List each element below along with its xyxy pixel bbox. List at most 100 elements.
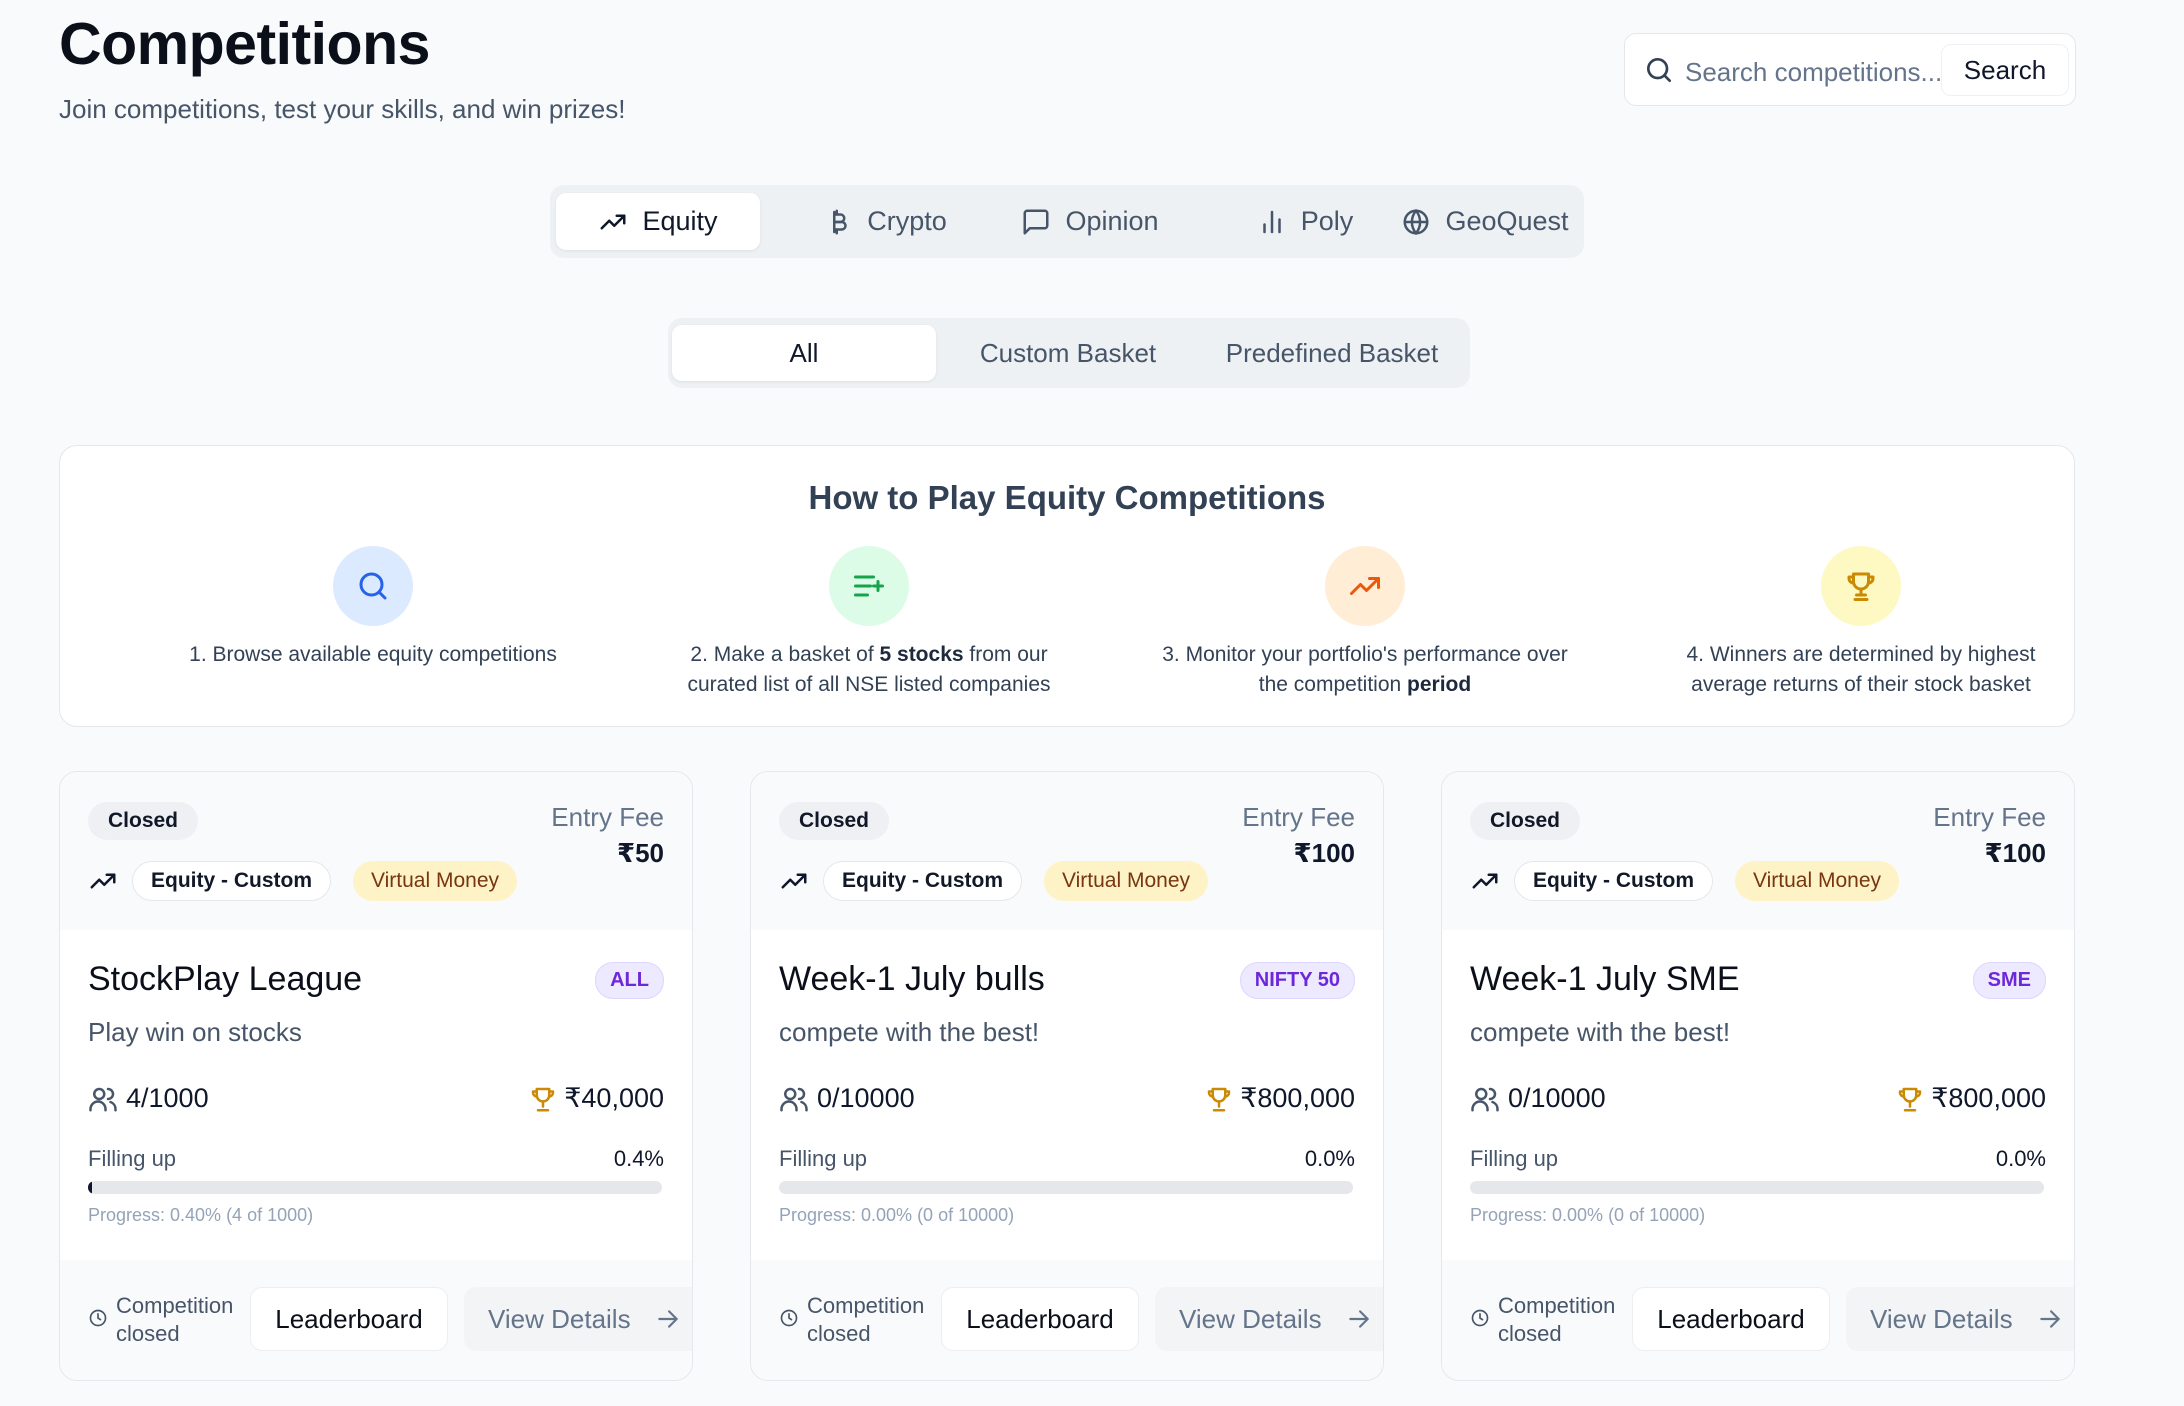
trending-up-icon bbox=[1350, 577, 1380, 595]
prize-pool: ₹800,000 bbox=[1895, 1083, 2046, 1114]
type-badge: Equity - Custom bbox=[823, 861, 1022, 901]
arrow-right-icon bbox=[657, 1310, 678, 1328]
search-box: Search bbox=[1624, 33, 2076, 106]
competition-closed-text: Competition closed bbox=[116, 1293, 234, 1346]
step-4-text: 4. Winners are determined by highest aver… bbox=[1686, 643, 2036, 696]
step-4-icon-bg bbox=[1821, 546, 1901, 626]
trending-up-icon bbox=[781, 873, 807, 889]
tab-poly[interactable]: Poly bbox=[1210, 193, 1400, 250]
competition-description: compete with the best! bbox=[1470, 1017, 1731, 1047]
prize-value: ₹40,000 bbox=[564, 1083, 664, 1113]
step-3-text: 3. Monitor your portfolio's performance … bbox=[1162, 643, 1568, 696]
view-details-button[interactable]: View Details bbox=[1155, 1287, 1383, 1351]
progress-text: Progress: 0.40% (4 of 1000) bbox=[88, 1205, 314, 1225]
view-details-button[interactable]: View Details bbox=[1846, 1287, 2074, 1351]
step-4: 4. Winners are determined by highest aver… bbox=[1611, 546, 2111, 700]
competition-card: Closed Equity - Custom Virtual Money Ent… bbox=[1441, 771, 2075, 1381]
step-1-text: 1. Browse available equity competitions bbox=[189, 643, 557, 666]
progress-text: Progress: 0.00% (0 of 10000) bbox=[779, 1205, 1015, 1225]
competition-name: Week-1 July bulls bbox=[779, 960, 1045, 998]
card-header bbox=[1442, 772, 2074, 930]
step-2-icon-bg bbox=[829, 546, 909, 626]
trophy-icon bbox=[531, 1087, 555, 1111]
prize-pool: ₹40,000 bbox=[528, 1083, 664, 1114]
tab-geoquest-label: GeoQuest bbox=[1445, 206, 1569, 236]
fill-label: Filling up bbox=[779, 1146, 868, 1171]
competition-card: Closed Equity - Custom Virtual Money Ent… bbox=[59, 771, 693, 1381]
leaderboard-button[interactable]: Leaderboard bbox=[250, 1287, 448, 1351]
bar-chart-icon bbox=[1262, 210, 1281, 233]
step-3: 3. Monitor your portfolio's performance … bbox=[1115, 546, 1615, 700]
tab-equity[interactable]: Equity bbox=[556, 193, 760, 250]
entry-fee-label: Entry Fee bbox=[1933, 802, 2046, 832]
tab-opinion-label: Opinion bbox=[1065, 206, 1159, 236]
subtab-custom-basket[interactable]: Custom Basket bbox=[979, 337, 1157, 368]
fill-label: Filling up bbox=[88, 1146, 177, 1171]
virtual-money-badge: Virtual Money bbox=[1044, 861, 1209, 901]
subtab-all[interactable]: All bbox=[672, 325, 936, 381]
leaderboard-button[interactable]: Leaderboard bbox=[1632, 1287, 1830, 1351]
users-icon bbox=[1471, 1087, 1499, 1112]
leaderboard-button[interactable]: Leaderboard bbox=[941, 1287, 1139, 1351]
trophy-icon bbox=[1207, 1087, 1231, 1111]
competition-description: Play win on stocks bbox=[88, 1017, 302, 1047]
progress-text: Progress: 0.00% (0 of 10000) bbox=[1470, 1205, 1706, 1225]
clock-icon bbox=[780, 1309, 798, 1327]
globe-icon bbox=[1403, 208, 1429, 235]
status-badge: Closed bbox=[88, 802, 199, 840]
trending-up-icon bbox=[90, 873, 116, 889]
view-details-button[interactable]: View Details bbox=[464, 1287, 692, 1351]
trophy-icon bbox=[1847, 572, 1875, 601]
competition-card: Closed Equity - Custom Virtual Money Ent… bbox=[750, 771, 1384, 1381]
tab-crypto-label: Crypto bbox=[867, 206, 947, 236]
fill-percent: 0.4% bbox=[613, 1146, 664, 1171]
type-badge: Equity - Custom bbox=[1514, 861, 1713, 901]
progress-bar-fill bbox=[88, 1181, 92, 1194]
tab-crypto[interactable]: Crypto bbox=[790, 193, 980, 250]
view-details-label: View Details bbox=[1870, 1303, 2013, 1334]
page-title: Competitions bbox=[59, 11, 430, 77]
tab-equity-label: Equity bbox=[642, 206, 718, 236]
index-badge: NIFTY 50 bbox=[1239, 962, 1355, 999]
step-2: 2. Make a basket of 5 stocks from our cur… bbox=[619, 546, 1119, 700]
subtab-predefined-basket[interactable]: Predefined Basket bbox=[1225, 337, 1439, 368]
competition-description: compete with the best! bbox=[779, 1017, 1040, 1047]
participants-count: 0/10000 bbox=[817, 1083, 915, 1113]
type-badge: Equity - Custom bbox=[132, 861, 331, 901]
clock-icon bbox=[1471, 1309, 1489, 1327]
view-details-label: View Details bbox=[488, 1303, 631, 1334]
entry-fee-label: Entry Fee bbox=[551, 802, 664, 832]
how-to-play-title: How to Play Equity Competitions bbox=[808, 479, 1326, 516]
step-1: 1. Browse available equity competitions bbox=[123, 546, 623, 670]
search-input[interactable] bbox=[1685, 52, 1965, 92]
list-plus-icon bbox=[854, 575, 884, 597]
competition-closed-text: Competition closed bbox=[1498, 1293, 1616, 1346]
step-2-text: 2. Make a basket of 5 stocks from our cur… bbox=[687, 643, 1051, 696]
arrow-right-icon bbox=[1348, 1310, 1369, 1328]
prize-pool: ₹800,000 bbox=[1204, 1083, 1355, 1114]
search-icon bbox=[1647, 58, 1671, 82]
status-badge: Closed bbox=[779, 802, 890, 840]
step-3-icon-bg bbox=[1325, 546, 1405, 626]
prize-value: ₹800,000 bbox=[1931, 1083, 2046, 1113]
progress-bar bbox=[1470, 1181, 2044, 1194]
page-subtitle: Join competitions, test your skills, and… bbox=[59, 94, 626, 124]
fill-percent: 0.0% bbox=[1995, 1146, 2046, 1171]
prize-value: ₹800,000 bbox=[1240, 1083, 1355, 1113]
basket-filter-tabs: All Custom Basket Predefined Basket bbox=[668, 318, 1470, 388]
index-badge: ALL bbox=[595, 962, 664, 999]
entry-fee-value: ₹100 bbox=[1984, 838, 2046, 868]
users-icon bbox=[780, 1087, 808, 1112]
category-tabs: Equity Crypto Opinion Poly GeoQuest bbox=[550, 185, 1584, 258]
participants-count: 0/10000 bbox=[1508, 1083, 1606, 1113]
tab-geoquest[interactable]: GeoQuest bbox=[1390, 193, 1580, 250]
search-button[interactable]: Search bbox=[1941, 44, 2069, 96]
message-square-icon bbox=[1023, 209, 1049, 234]
fill-percent: 0.0% bbox=[1304, 1146, 1355, 1171]
search-icon bbox=[359, 572, 387, 600]
tab-opinion[interactable]: Opinion bbox=[980, 193, 1200, 250]
competition-name: StockPlay League bbox=[88, 960, 363, 998]
entry-fee-value: ₹50 bbox=[616, 838, 664, 868]
how-to-play-panel: How to Play Equity Competitions 1. Brows… bbox=[59, 445, 2075, 727]
